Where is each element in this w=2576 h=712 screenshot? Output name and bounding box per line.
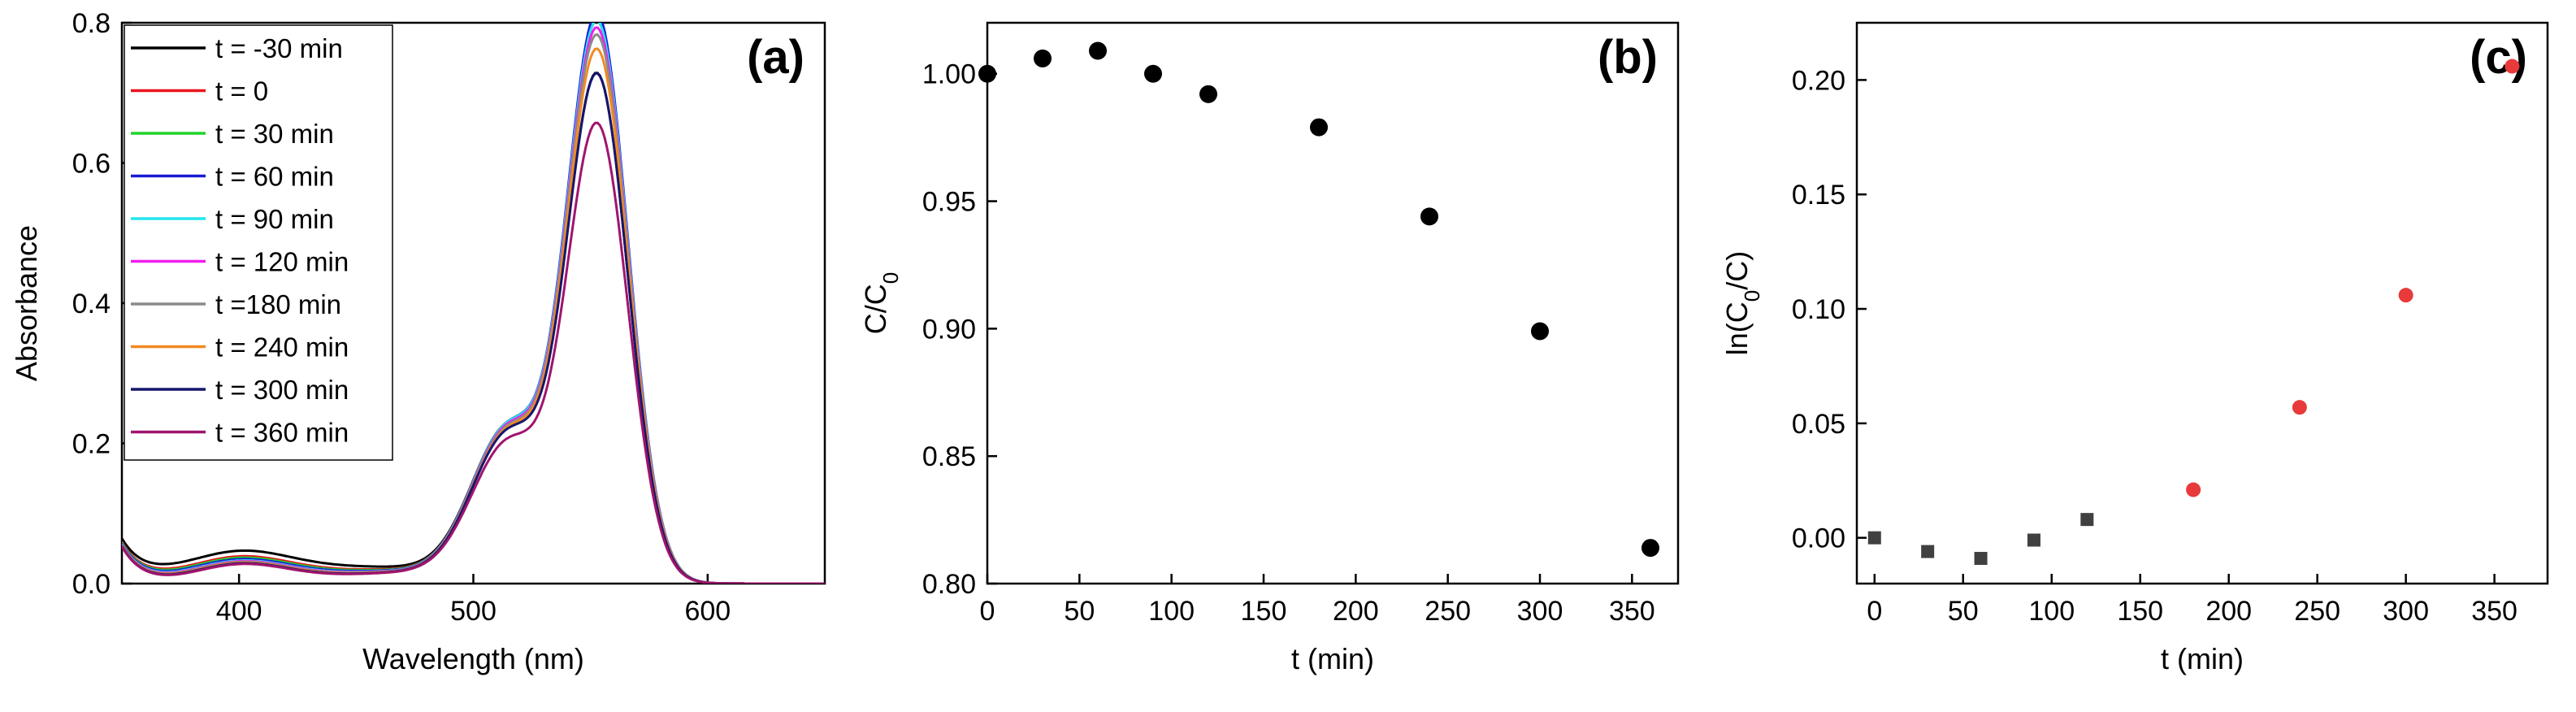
legend-entry: t = 0 [215, 76, 268, 106]
y-tick-label: 0.2 [72, 429, 111, 460]
x-tick-label: 200 [1333, 596, 1379, 627]
data-point [1034, 49, 1052, 67]
legend-entry: t =180 min [215, 289, 341, 319]
legend-entry: t = 90 min [215, 204, 334, 234]
data-point [1531, 322, 1549, 341]
x-tick-label: 300 [1517, 596, 1563, 627]
data-point-circle [2398, 288, 2413, 303]
data-point [1641, 539, 1659, 558]
plot-frame [986, 21, 1680, 585]
data-point-square [2027, 533, 2040, 547]
legend-entry: t = 60 min [215, 162, 334, 192]
data-point-square [2080, 513, 2094, 527]
x-tick-label: 400 [216, 596, 262, 627]
y-tick-label: 0.6 [72, 149, 111, 180]
panel-b-chart: 0 50 100 150 200 250 300 350 0.80 0.85 0.90 0.95 1.0… [859, 21, 1680, 675]
x-tick-label: 350 [1609, 596, 1655, 627]
data-point-circle [2292, 400, 2307, 415]
panel-label: (b) [1598, 31, 1658, 84]
x-tick-label: 100 [2028, 596, 2075, 627]
y-tick-label: 0.80 [922, 569, 976, 600]
x-tick-label: 100 [1148, 596, 1195, 627]
y-tick-label: 0.85 [922, 441, 976, 472]
y-tick-label: 1.00 [922, 59, 976, 90]
y-tick-label: 0.0 [72, 569, 111, 600]
x-tick-label: 600 [684, 596, 731, 627]
y-axis-label: ln(C0/C) [1720, 251, 1764, 355]
y-tick-label: 0.90 [922, 314, 976, 345]
data-point [1420, 207, 1438, 226]
y-axis-label: C/C0 [859, 272, 903, 334]
x-axis-label: t (min) [2161, 642, 2244, 675]
data-point [1089, 41, 1107, 60]
x-tick-label: 0 [1867, 596, 1882, 627]
x-tick-label: 250 [2294, 596, 2340, 627]
y-tick-label: 0.95 [922, 187, 976, 218]
x-tick-label: 500 [450, 596, 497, 627]
legend-entry: t = 120 min [215, 247, 349, 277]
data-point-square [1921, 545, 1935, 558]
y-tick-label: 0.4 [72, 289, 111, 319]
y-axis-label: Absorbance [10, 225, 43, 381]
y-tick-label: 0.20 [1792, 65, 1845, 96]
y-axis-label-subscript: 0 [1740, 290, 1764, 302]
data-point [1144, 64, 1162, 83]
panel-label: (a) [747, 31, 804, 84]
x-tick-label: 50 [1948, 596, 1979, 627]
panel-a-chart: 400 500 600 0.0 0.2 0.4 0.6 0.8 Wavelength (nm) (… [10, 8, 826, 675]
data-point [978, 64, 996, 83]
legend-entry: t = -30 min [215, 33, 343, 63]
y-tick-label: 0.05 [1792, 409, 1845, 440]
panel-label: (c) [2470, 31, 2527, 84]
y-axis-label-end: /C) [1720, 251, 1754, 290]
x-tick-label: 50 [1064, 596, 1095, 627]
x-tick-label: 250 [1425, 596, 1471, 627]
data-point [1199, 85, 1217, 103]
panel-c-chart: 0 50 100 150 200 250 300 350 0.00 0.05 0.10 0.15 0.2… [1720, 21, 2549, 675]
legend-entry: t = 300 min [215, 375, 349, 405]
y-tick-label: 0.8 [72, 8, 111, 39]
x-tick-label: 150 [1241, 596, 1287, 627]
legend-entry: t = 240 min [215, 332, 349, 363]
x-tick-label: 200 [2205, 596, 2252, 627]
legend-entry: t = 360 min [215, 418, 349, 448]
legend-box [124, 24, 393, 461]
plot-frame [1855, 21, 2549, 585]
x-tick-label: 350 [2471, 596, 2517, 627]
x-tick-label: 150 [2117, 596, 2163, 627]
x-tick-label: 0 [980, 596, 995, 627]
y-tick-label: 0.00 [1792, 523, 1845, 554]
y-tick-label: 0.15 [1792, 180, 1845, 211]
x-axis-label: Wavelength (nm) [362, 642, 584, 675]
data-point-square [1867, 531, 1881, 545]
y-axis-label-subscript: 0 [878, 272, 903, 284]
data-point-square [1974, 552, 1988, 566]
x-axis-label: t (min) [1291, 642, 1374, 675]
x-tick-label: 300 [2383, 596, 2429, 627]
data-point-circle [2186, 482, 2201, 497]
data-point-circle [2504, 59, 2520, 74]
y-tick-label: 0.10 [1792, 294, 1845, 325]
data-point [1310, 118, 1328, 137]
legend-entry: t = 30 min [215, 119, 334, 149]
spectrum-line [122, 121, 825, 584]
